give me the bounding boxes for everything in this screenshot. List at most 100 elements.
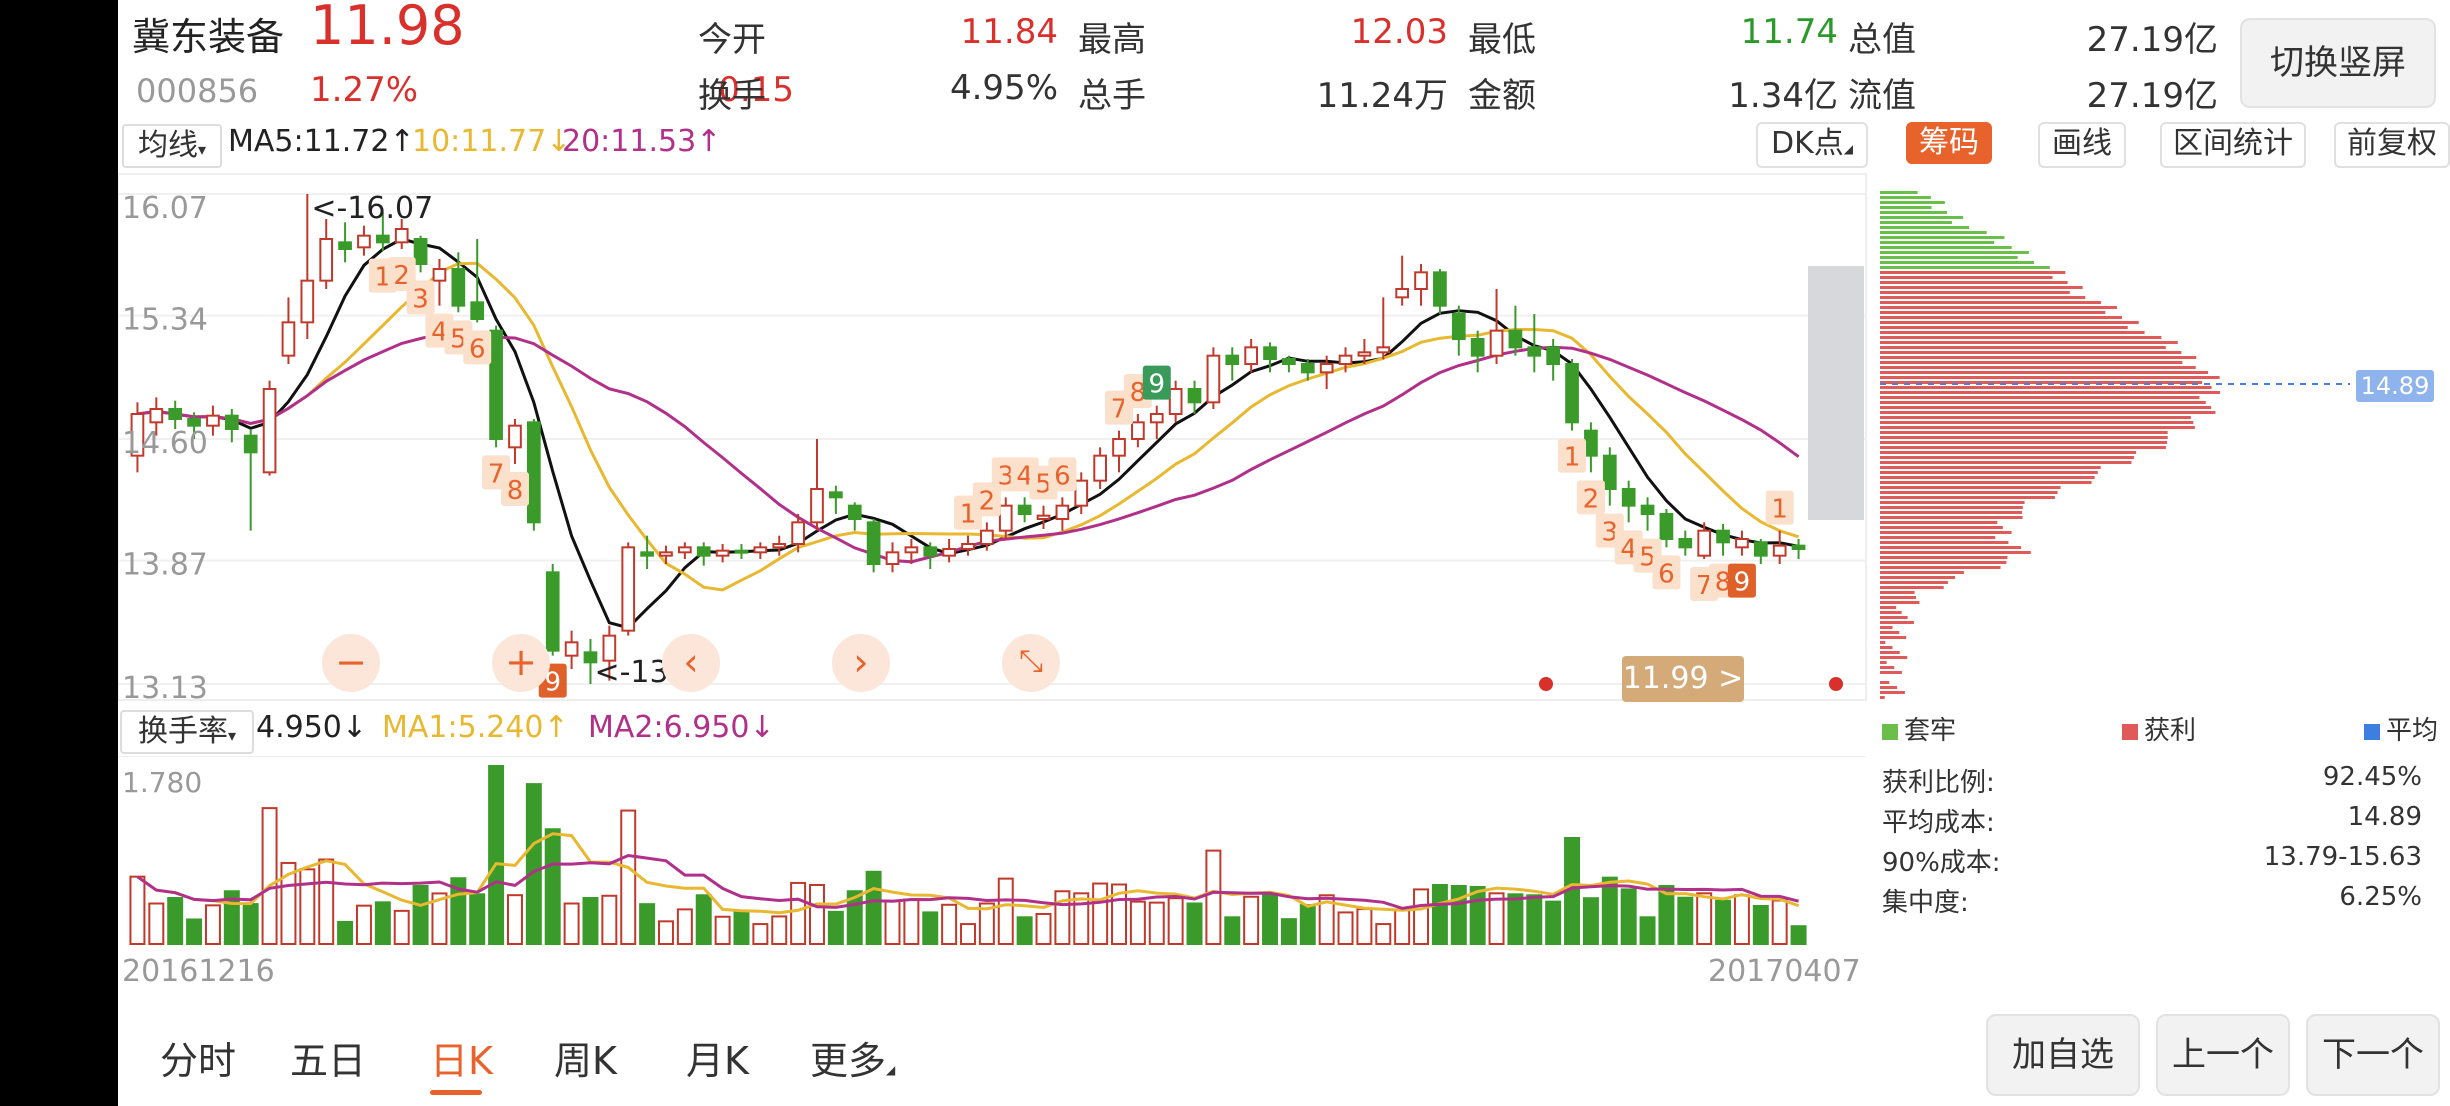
- caret-down-icon: ▾: [227, 726, 237, 745]
- svg-text:2: 2: [393, 261, 410, 291]
- chip-bar: [1880, 386, 2212, 389]
- turnover-bar: [167, 897, 184, 945]
- candle: [1225, 347, 1240, 381]
- td-count-marker: 3: [406, 280, 435, 315]
- chip-bar: [1880, 481, 2092, 484]
- price-adjust-button[interactable]: 前复权: [2334, 122, 2450, 168]
- svg-text:6: 6: [469, 334, 486, 364]
- volume-value: 11.24万: [1316, 76, 1448, 116]
- zoom-out-button[interactable]: −: [322, 634, 380, 692]
- chip-bar: [1880, 461, 2132, 464]
- turnover-bar: [1129, 900, 1146, 945]
- turnover-bar: [827, 910, 844, 946]
- chip-bar: [1880, 191, 1918, 194]
- next-stock-button[interactable]: 下一个: [2306, 1014, 2440, 1096]
- signal-dot: [1829, 677, 1843, 691]
- chip-bar: [1880, 336, 2162, 339]
- candle: [1187, 380, 1202, 414]
- candle: [1489, 289, 1504, 364]
- candle: [413, 235, 428, 273]
- change-amount: 0.15: [718, 70, 794, 110]
- tab-monthly-k[interactable]: 月K: [686, 1039, 749, 1083]
- chip-bar: [1880, 391, 2221, 394]
- tab-intraday[interactable]: 分时: [160, 1039, 237, 1083]
- chip-bar: [1880, 651, 1900, 654]
- last-price-badge[interactable]: 11.99 >: [1622, 656, 1744, 702]
- ma2-value: MA2:6.950: [588, 710, 750, 745]
- float-cap-value: 27.19亿: [2086, 76, 2218, 116]
- stock-code: 000856: [136, 72, 259, 110]
- profit-ratio-value: 92.45%: [2322, 762, 2422, 792]
- zoom-in-button[interactable]: +: [492, 634, 550, 692]
- chip-bar: [1880, 686, 1898, 689]
- candle: [1433, 269, 1447, 314]
- chip-bar: [1880, 501, 2025, 504]
- chip-distribution-tab[interactable]: 筹码: [1906, 122, 1992, 164]
- chip-bar: [1880, 216, 1964, 219]
- add-watchlist-button[interactable]: 加自选: [1986, 1014, 2140, 1096]
- chip-bar: [1880, 411, 2216, 414]
- switch-portrait-button[interactable]: 切换竖屏: [2240, 18, 2436, 108]
- svg-text:5: 5: [450, 324, 467, 354]
- chip-bar: [1880, 556, 2008, 559]
- turnover-bar: [506, 894, 523, 945]
- turnover-bar: [997, 877, 1014, 945]
- ma-select[interactable]: 均线▾: [122, 124, 222, 168]
- chip-bar: [1880, 606, 1897, 609]
- avg-cost-label: 平均成本:: [1882, 808, 1995, 838]
- high-label: 最高: [1078, 20, 1146, 60]
- market-cap-value: 27.19亿: [2086, 20, 2218, 60]
- candle: [1074, 472, 1089, 514]
- tab-daily-k[interactable]: 日K: [430, 1039, 493, 1083]
- turnover-bar: [1582, 897, 1599, 946]
- legend-trapped: 套牢: [1882, 710, 1956, 747]
- candle: [338, 222, 352, 263]
- svg-text:2: 2: [1583, 484, 1600, 514]
- chip-bar: [1880, 451, 2137, 454]
- td-count-marker: 1: [1558, 438, 1587, 473]
- dk-point-button[interactable]: DK点◢: [1756, 122, 1868, 168]
- scroll-left-button[interactable]: ‹: [662, 634, 720, 692]
- turnover-bar: [431, 892, 448, 945]
- turnover-bar: [204, 904, 221, 946]
- turnover-bar: [676, 908, 693, 945]
- tab-five-day[interactable]: 五日: [290, 1039, 367, 1083]
- candle: [1565, 359, 1579, 431]
- chevron-left-icon: ‹: [683, 640, 699, 684]
- chip-bar: [1880, 366, 2196, 369]
- reset-zoom-button[interactable]: ⤡: [1002, 634, 1060, 692]
- start-date: 20161216: [122, 954, 275, 989]
- arrow-down-icon: ↓: [341, 710, 368, 745]
- tab-more[interactable]: 更多◢: [810, 1030, 895, 1085]
- turnover-bar: [1299, 904, 1316, 945]
- tab-weekly-k[interactable]: 周K: [554, 1039, 617, 1083]
- chip-bar: [1880, 231, 1987, 234]
- turnover-bar: [1752, 904, 1769, 946]
- turnover-bar: [1243, 895, 1260, 945]
- legend-avg-label: 平均: [2386, 716, 2439, 746]
- draw-line-button[interactable]: 画线: [2038, 122, 2126, 168]
- chip-bar: [1880, 466, 2101, 469]
- turnover-select-label: 换手率: [137, 714, 228, 749]
- turnover-bar: [393, 909, 410, 945]
- candle: [357, 225, 371, 256]
- chip-bar: [1880, 581, 1948, 584]
- turnover-bar: [790, 881, 807, 946]
- candle: [1527, 314, 1542, 373]
- turnover-bar: [1545, 900, 1562, 945]
- turnover-ma1-line: [136, 832, 1800, 915]
- turnover-select[interactable]: 换手率▾: [120, 710, 254, 754]
- candle: [1112, 430, 1126, 473]
- svg-text:7: 7: [1696, 571, 1713, 601]
- range-stats-button[interactable]: 区间统计: [2160, 122, 2306, 168]
- previous-stock-button[interactable]: 上一个: [2156, 1014, 2290, 1096]
- chip-bar: [1880, 351, 2182, 354]
- chip-bar: [1880, 626, 1893, 629]
- scroll-right-button[interactable]: ›: [832, 634, 890, 692]
- candle: [942, 539, 956, 563]
- chip-bar: [1880, 531, 2012, 534]
- td-count-marker: 6: [1048, 457, 1077, 492]
- turnover-bar: [299, 868, 316, 945]
- turnover-bar: [1715, 899, 1732, 946]
